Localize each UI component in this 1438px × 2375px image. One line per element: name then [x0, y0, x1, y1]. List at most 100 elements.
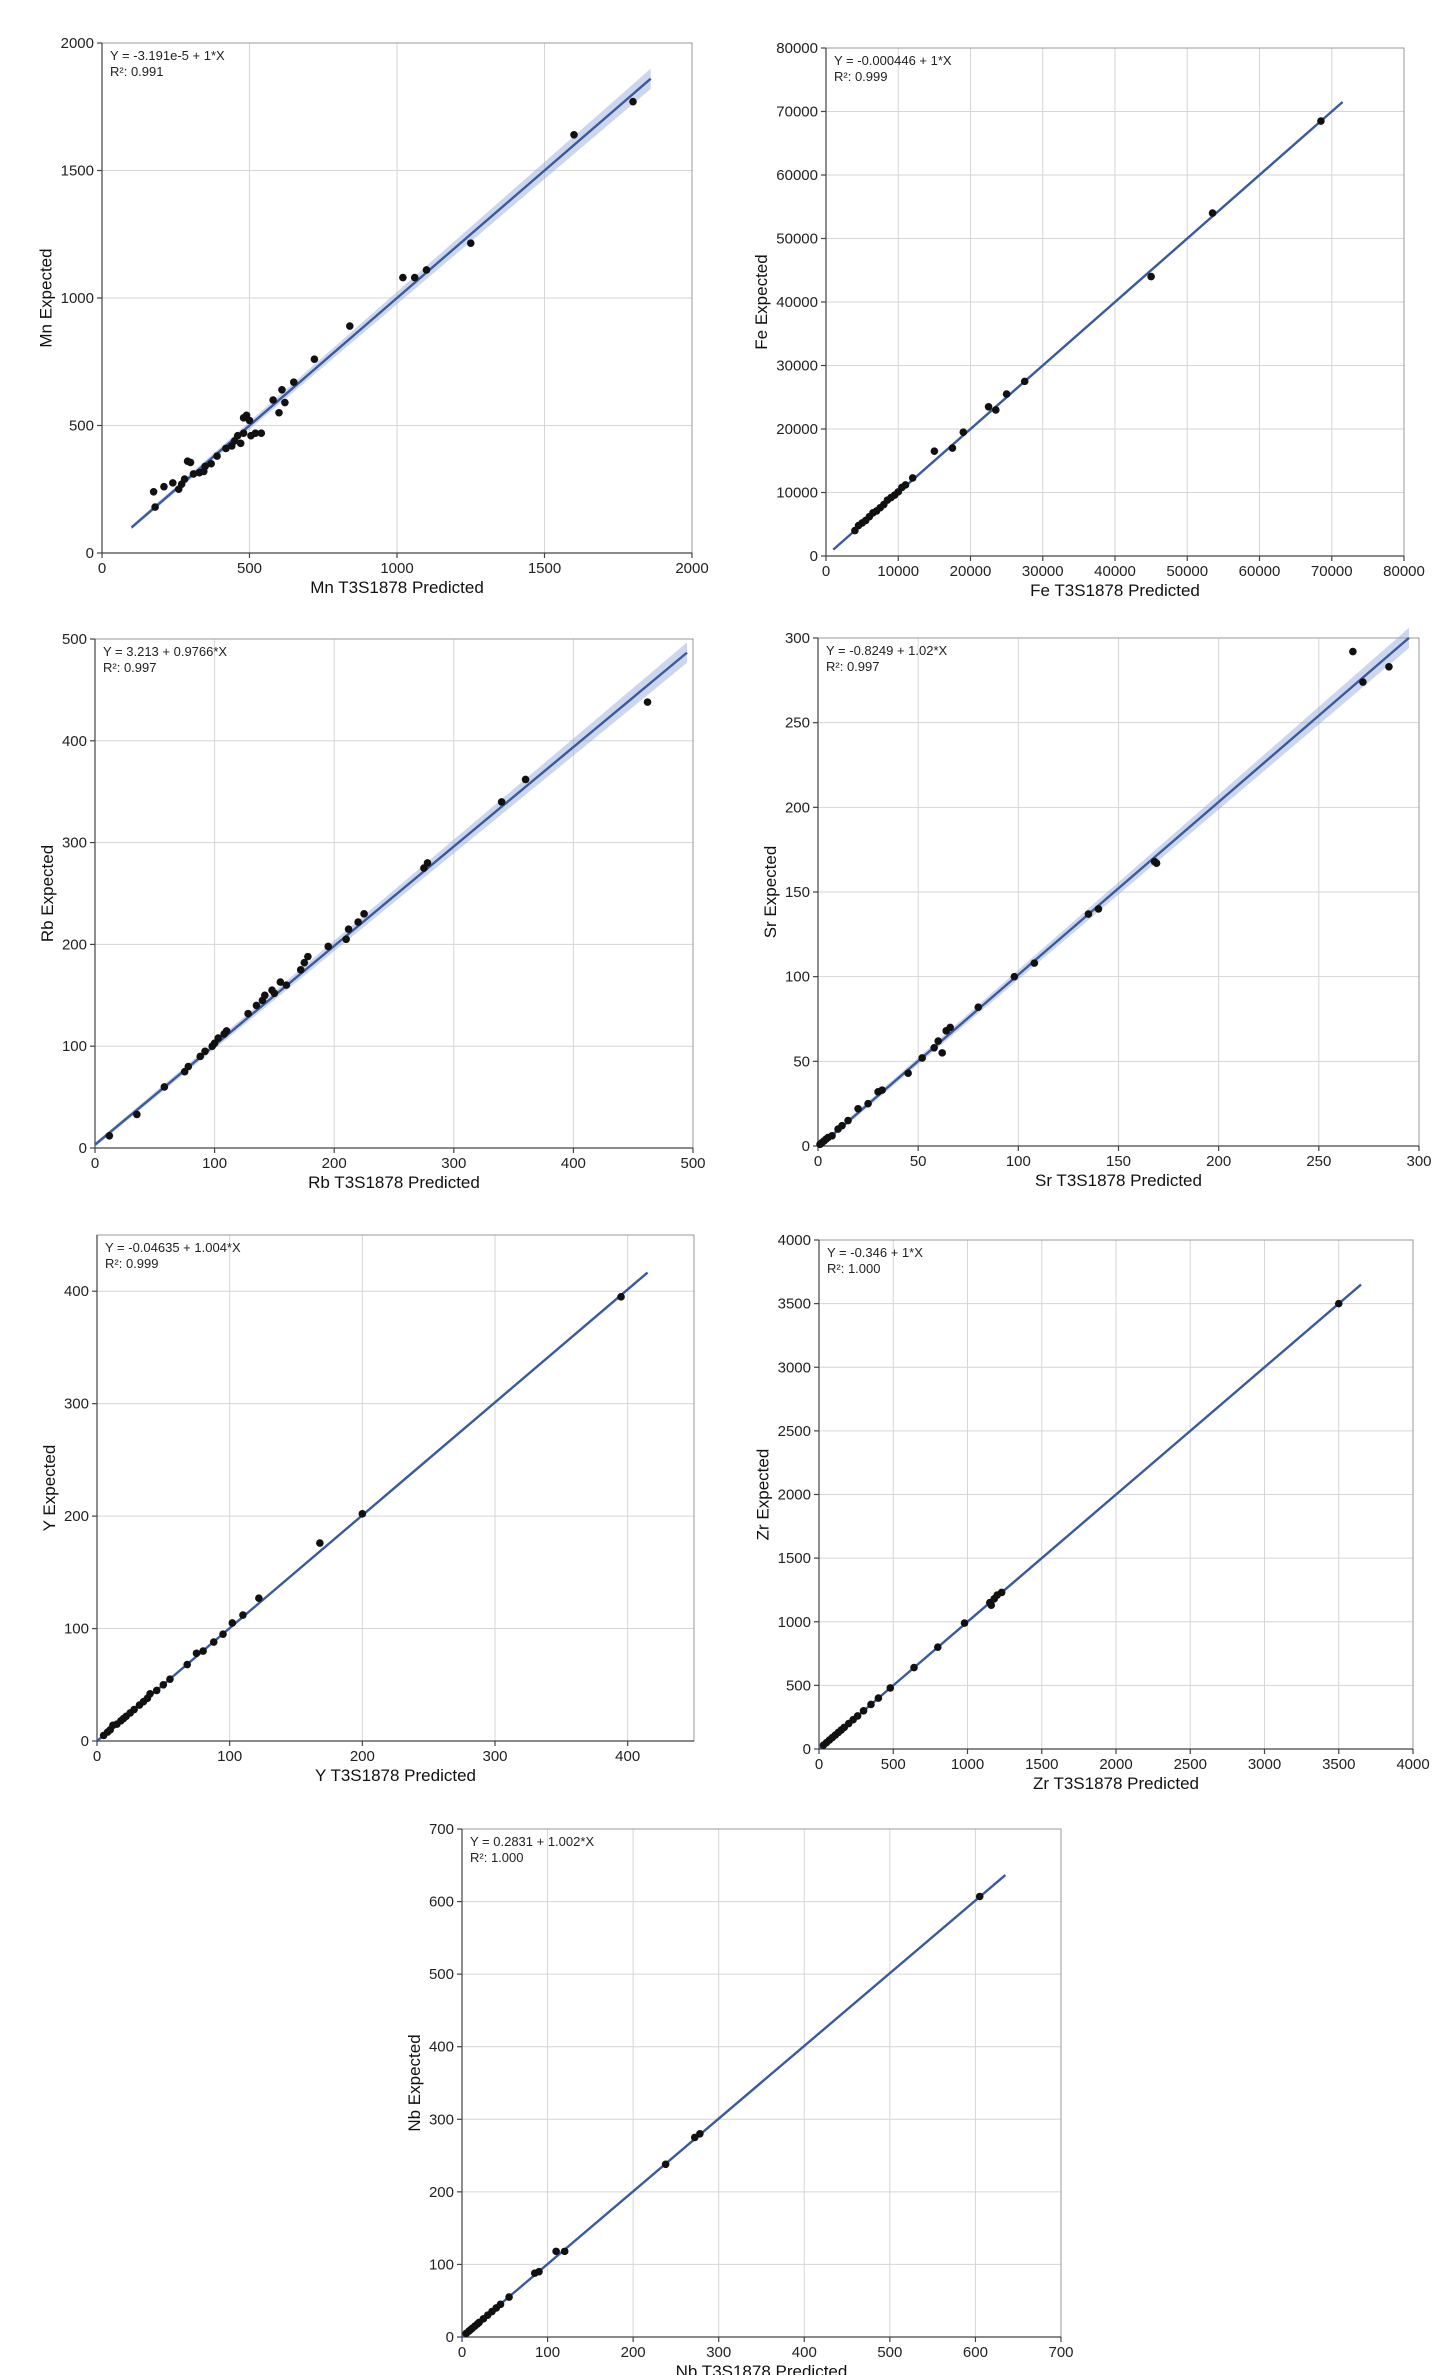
rb-data-point	[252, 1001, 261, 1010]
sr-data-point	[930, 1043, 938, 1052]
nb-y-tick-label: 300	[429, 2111, 454, 2128]
fe-data-point	[908, 474, 917, 482]
sr-x-tick-label: 250	[1306, 1153, 1331, 1170]
y-data-point	[192, 1649, 201, 1658]
sr-data-point	[838, 1121, 846, 1130]
mn-data-point	[236, 439, 245, 448]
fe-equation: Y = -0.000446 + 1*X	[834, 53, 952, 68]
y-fit-line	[96, 1271, 649, 1742]
fe-y-axis-label: Fe Expected	[752, 254, 771, 349]
nb-x-tick-label: 400	[792, 2344, 817, 2361]
fe-data-point	[1208, 209, 1217, 217]
panel-rb: 0 100 200 300 400 500 0 100 200 300 400 500 Rb T3S18…	[38, 631, 705, 1192]
zr-data-point	[867, 1700, 875, 1709]
zr-y-tick-label: 2500	[778, 1423, 811, 1440]
nb-data-point	[661, 2160, 670, 2169]
fe-y-tick-label: 10000	[776, 485, 818, 502]
sr-y-axis-label: Sr Expected	[761, 846, 780, 939]
rb-data-point	[423, 859, 432, 867]
y-data-point	[358, 1510, 367, 1518]
fe-data-point	[901, 481, 910, 489]
rb-data-point	[643, 698, 652, 706]
y-data-point	[219, 1630, 227, 1638]
y-data-point	[130, 1705, 138, 1714]
zr-data-point	[886, 1684, 895, 1692]
fe-data-point	[1147, 272, 1155, 281]
fe-data-point	[930, 447, 939, 456]
fe-y-tick-label: 0	[810, 548, 818, 565]
mn-equation: Y = -3.191e-5 + 1*X	[110, 48, 225, 63]
fe-x-tick-label: 0	[822, 563, 830, 580]
rb-data-point	[342, 935, 350, 944]
sr-equation: Y = -0.8249 + 1.02*X	[826, 643, 948, 658]
y-x-tick-label: 200	[350, 1748, 375, 1765]
rb-data-point	[160, 1083, 169, 1091]
mn-data-point	[169, 479, 177, 487]
y-y-tick-label: 300	[64, 1396, 89, 1413]
sr-data-point	[946, 1023, 955, 1032]
mn-x-tick-label: 0	[98, 560, 106, 577]
fe-r-squared: R²: 0.999	[834, 69, 887, 84]
fe-y-tick-label: 80000	[776, 40, 818, 57]
fe-y-tick-label: 20000	[776, 421, 818, 438]
rb-data-point	[304, 952, 312, 961]
mn-data-point	[570, 131, 578, 139]
fe-y-tick-label: 40000	[776, 294, 818, 311]
fe-y-tick-label: 50000	[776, 231, 818, 248]
y-data-point	[239, 1611, 247, 1619]
sr-data-point	[864, 1099, 872, 1108]
sr-data-point	[974, 1003, 983, 1011]
zr-data-point	[960, 1619, 969, 1627]
rb-x-tick-label: 200	[322, 1155, 347, 1172]
rb-data-point	[344, 925, 353, 933]
rb-x-tick-label: 500	[680, 1155, 705, 1172]
rb-data-point	[354, 918, 362, 926]
mn-data-point	[239, 429, 248, 437]
nb-x-tick-label: 200	[621, 2344, 646, 2361]
nb-r-squared: R²: 1.000	[470, 1850, 523, 1865]
panel-mn: 0 500 1000 1500 2000 0 500 1000 1500 2000 Mn T3S18…	[37, 35, 709, 597]
zr-y-tick-label: 500	[786, 1677, 811, 1694]
sr-fit-line	[817, 636, 1410, 1149]
nb-x-tick-label: 600	[963, 2344, 988, 2361]
sr-y-tick-label: 0	[802, 1138, 810, 1155]
y-data-point	[159, 1680, 168, 1689]
zr-x-tick-label: 2000	[1099, 1756, 1132, 1773]
nb-data-point	[496, 2300, 505, 2309]
fe-data-point	[1317, 117, 1325, 125]
zr-data-point	[874, 1694, 883, 1702]
fe-x-tick-label: 50000	[1166, 563, 1208, 580]
rb-y-axis-label: Rb Expected	[38, 845, 57, 942]
nb-y-tick-label: 100	[429, 2256, 454, 2273]
sr-data-point	[1359, 678, 1367, 686]
rb-x-tick-label: 100	[202, 1155, 227, 1172]
zr-y-tick-label: 3500	[778, 1296, 811, 1313]
mn-x-axis-label: Mn T3S1878 Predicted	[310, 578, 484, 597]
fe-y-tick-label: 60000	[776, 167, 818, 184]
mn-data-point	[281, 398, 289, 407]
zr-x-tick-label: 3000	[1248, 1756, 1281, 1773]
rb-y-tick-label: 300	[62, 835, 87, 852]
zr-y-tick-label: 0	[803, 1741, 811, 1758]
rb-data-point	[324, 942, 333, 951]
sr-x-tick-label: 300	[1406, 1153, 1431, 1170]
rb-fit-line	[94, 651, 688, 1146]
nb-y-tick-label: 400	[429, 2039, 454, 2056]
mn-x-tick-label: 500	[237, 560, 262, 577]
sr-y-tick-label: 150	[785, 884, 810, 901]
rb-data-point	[296, 966, 305, 974]
zr-data-point	[934, 1643, 942, 1651]
y-data-point	[199, 1647, 207, 1655]
sr-y-tick-label: 300	[785, 630, 810, 647]
zr-x-tick-label: 2500	[1174, 1756, 1207, 1773]
mn-data-point	[257, 429, 266, 437]
rb-y-tick-label: 400	[62, 733, 87, 750]
rb-data-point	[133, 1110, 141, 1119]
zr-data-point	[987, 1601, 996, 1610]
zr-x-tick-label: 3500	[1322, 1756, 1355, 1773]
mn-x-tick-label: 1000	[380, 560, 413, 577]
y-x-tick-label: 0	[93, 1748, 101, 1765]
rb-y-tick-label: 500	[62, 631, 87, 648]
nb-y-tick-label: 500	[429, 1966, 454, 1983]
y-y-tick-label: 200	[64, 1508, 89, 1525]
